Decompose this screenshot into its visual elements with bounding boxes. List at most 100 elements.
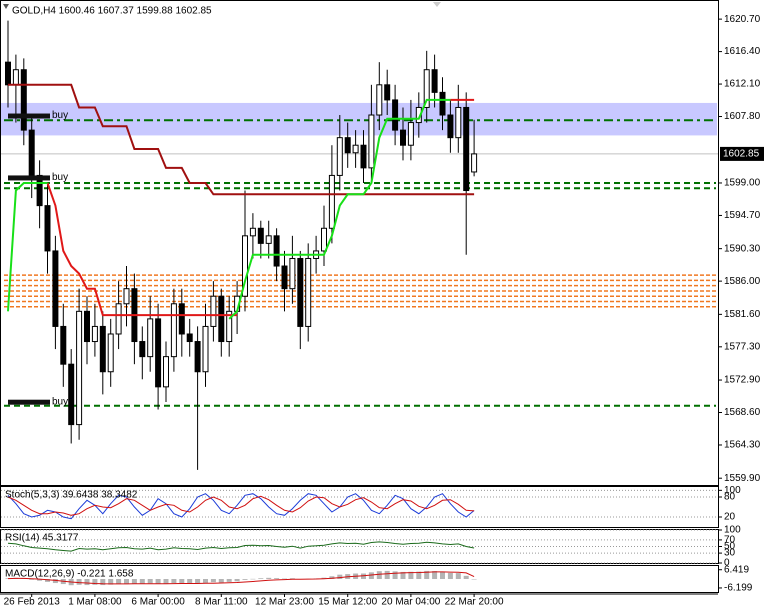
y-tick-label: 1581.60 xyxy=(724,309,761,320)
y-tick-label: 70 xyxy=(724,535,736,546)
indicator-line xyxy=(8,83,475,196)
y-tick-label: 1599.00 xyxy=(724,178,761,189)
histogram-bar xyxy=(242,579,248,580)
candle-body xyxy=(84,310,90,343)
histogram-bar xyxy=(416,571,422,579)
candle-body xyxy=(28,129,35,176)
indicator-title: Stoch(5,3,3) 39.6438 38.3482 xyxy=(5,490,138,501)
y-tick-label: 50 xyxy=(724,541,736,552)
candle-body xyxy=(186,333,193,343)
histogram-bar xyxy=(84,579,90,586)
y-tick-label: 1559.90 xyxy=(724,473,761,484)
indicator-line xyxy=(7,98,451,320)
y-tick-label: 100 xyxy=(724,525,741,536)
histogram-bar xyxy=(329,576,335,579)
candle-body xyxy=(76,310,83,426)
candle-body xyxy=(328,174,335,229)
current-price-label: 1602.85 xyxy=(723,149,760,160)
candle-body xyxy=(289,257,296,290)
candle-body xyxy=(218,295,225,343)
candle-body xyxy=(226,310,233,343)
order-marker xyxy=(8,399,50,405)
candle-body xyxy=(265,235,272,244)
histogram-bar xyxy=(361,573,366,579)
candle-body xyxy=(107,333,114,373)
histogram-bar xyxy=(266,577,272,579)
candle-body xyxy=(352,144,359,154)
order-marker xyxy=(8,175,50,181)
level-band xyxy=(1,102,717,136)
candle-body xyxy=(463,106,470,192)
histogram-bar xyxy=(92,579,98,585)
candle-body xyxy=(52,250,59,327)
y-tick-label: 0 xyxy=(724,558,730,569)
panel-frame xyxy=(0,0,719,486)
x-tick-label: 22 Mar 20:00 xyxy=(445,597,504,608)
x-tick-label: 6 Mar 00:00 xyxy=(131,597,185,608)
histogram-bar xyxy=(440,571,445,579)
candle-body xyxy=(68,363,75,426)
y-tick-label: 100 xyxy=(724,485,741,496)
x-tick-label: 20 Mar 04:00 xyxy=(381,597,440,608)
y-tick-label: 1594.70 xyxy=(724,210,761,221)
y-tick-label: 1590.30 xyxy=(724,243,761,254)
indicator-line xyxy=(7,571,475,585)
y-tick-label: 1620.70 xyxy=(724,14,761,25)
histogram-bar xyxy=(124,579,129,584)
y-tick-label: 30 xyxy=(724,548,736,559)
histogram-bar xyxy=(455,573,461,579)
candle-body xyxy=(242,235,248,297)
histogram-bar xyxy=(408,571,414,579)
candle-body xyxy=(281,265,288,290)
y-tick-label: 1564.30 xyxy=(724,440,761,451)
histogram-bar xyxy=(171,579,177,584)
candle-body xyxy=(297,257,304,327)
histogram-bar xyxy=(376,571,382,579)
candle-body xyxy=(5,61,11,86)
histogram-bar xyxy=(195,579,201,584)
indicator-line xyxy=(7,495,475,516)
histogram-bar xyxy=(337,574,343,579)
y-tick-label: 1607.80 xyxy=(724,111,761,122)
y-tick-label: -6.199 xyxy=(724,583,753,594)
histogram-bar xyxy=(432,571,438,579)
shift-marker xyxy=(433,2,441,7)
candle-body xyxy=(178,303,185,335)
histogram-bar xyxy=(108,579,114,585)
histogram-bar xyxy=(203,579,208,583)
indicator-line xyxy=(7,493,475,520)
indicator-title: RSI(14) 45.3177 xyxy=(5,533,79,544)
histogram-bar xyxy=(155,579,161,584)
candle-body xyxy=(99,325,106,373)
candle-body xyxy=(139,341,146,358)
histogram-bar xyxy=(52,579,58,584)
histogram-bar xyxy=(384,570,390,579)
candle-body xyxy=(321,227,327,252)
candle-body xyxy=(407,122,414,146)
indicator-line xyxy=(46,98,475,317)
order-label: buy xyxy=(52,110,68,121)
candle-body xyxy=(170,303,177,358)
histogram-bar xyxy=(234,579,240,582)
candle-body xyxy=(194,341,201,373)
histogram-bar xyxy=(163,579,169,584)
candle-body xyxy=(155,318,162,388)
candle-body xyxy=(447,114,454,139)
histogram-bar xyxy=(139,579,145,584)
candle-body xyxy=(257,227,264,244)
histogram-bar xyxy=(116,579,122,585)
histogram-bar xyxy=(147,579,153,584)
candle-body xyxy=(91,325,98,343)
candle-body xyxy=(210,295,217,327)
candle-body xyxy=(439,91,446,116)
histogram-bar xyxy=(447,572,453,579)
candle-body xyxy=(400,129,406,146)
histogram-bar xyxy=(187,579,193,584)
candle-body xyxy=(392,99,399,131)
histogram-bar xyxy=(218,579,224,583)
histogram-bar xyxy=(282,578,287,580)
histogram-bar xyxy=(424,570,430,579)
histogram-bar xyxy=(179,579,185,584)
histogram-bar xyxy=(274,578,280,579)
